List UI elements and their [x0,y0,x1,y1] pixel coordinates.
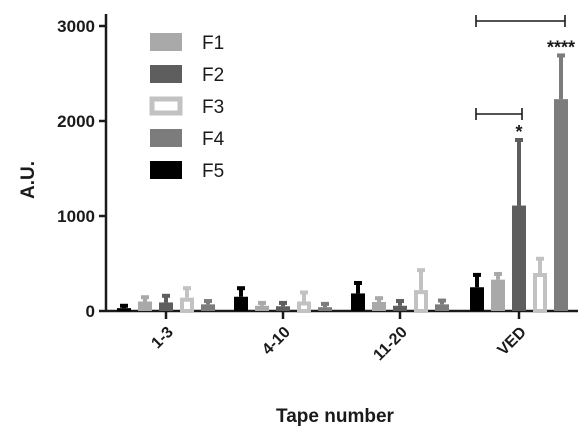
bar [180,297,194,314]
bar [234,296,248,311]
bar [491,279,505,311]
bar [255,305,269,311]
bar [393,305,407,311]
bar [533,273,547,313]
legend-label: F5 [202,161,224,182]
bar [414,290,428,314]
bar [372,301,386,311]
legend-label: F1 [202,33,224,54]
legend-label: F4 [202,129,225,150]
legend-swatch [150,129,182,147]
legend-swatch [149,96,183,116]
significance-label: **** [547,37,575,57]
bars [117,53,568,314]
x-tick-label: 11-20 [370,324,410,364]
bar [351,293,365,311]
bar [435,304,449,311]
bar [276,306,290,311]
legend-swatch [150,161,182,179]
significance-label: * [515,122,522,142]
y-tick-label: 3000 [57,17,95,36]
bar [512,205,526,311]
y-tick-label: 1000 [57,207,95,226]
bar [297,301,311,313]
bar [318,307,332,311]
y-tick-label: 0 [86,302,95,321]
legend-swatch [150,33,182,51]
significance-annotations: ***** [475,15,575,142]
legend: F1 F2 F3 F4 F5 [149,33,225,182]
x-axis-title: Tape number [276,406,394,427]
x-tick-label: 4-10 [259,324,294,359]
y-axis-title: A.U. [18,161,39,199]
y-tick-label: 2000 [57,112,95,131]
y-axis: 0 1000 2000 3000 [57,14,108,321]
x-tick-label: VED [495,324,530,359]
x-tick-label: 1-3 [148,324,176,352]
bar [117,308,131,311]
bar [159,302,173,311]
bar [138,301,152,311]
legend-label: F2 [202,65,224,86]
legend-label: F3 [202,97,224,118]
bar [554,99,568,312]
bar [470,287,484,311]
legend-swatch [150,65,182,83]
bar [201,304,215,311]
x-axis: 1-3 4-10 11-20 VED [106,309,578,364]
